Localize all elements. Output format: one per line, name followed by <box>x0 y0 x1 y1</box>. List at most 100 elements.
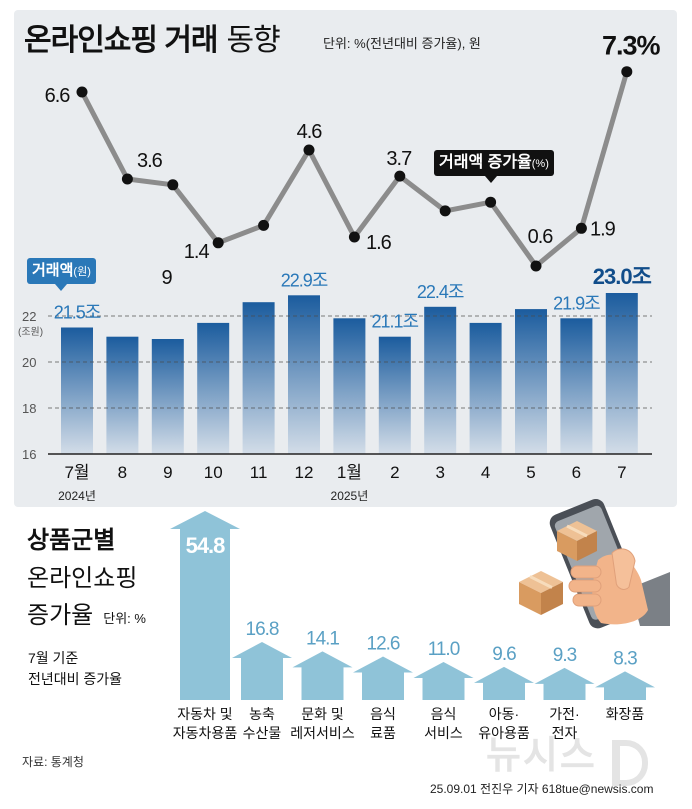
category-value-label: 12.6 <box>367 634 400 655</box>
category-arrow-bar <box>413 662 474 700</box>
amount-bar <box>560 318 593 454</box>
amount-data-label: 22.9조 <box>281 270 328 290</box>
hand-finger <box>572 593 602 607</box>
growth-line-series: 6.6 3.6 1.4 4.6 1.6 3.7 0.6 1.9 7.3% 9 <box>45 31 662 289</box>
growth-data-label: 1.9 <box>590 218 616 240</box>
amount-bar <box>242 302 275 454</box>
growth-point <box>212 237 224 249</box>
amount-legend-label: 거래액 <box>32 262 74 279</box>
amount-bar <box>106 336 139 454</box>
growth-point <box>258 219 270 231</box>
category-title-line3-text: 증가율 <box>27 602 94 629</box>
growth-point <box>530 260 542 272</box>
floating-box-icon <box>519 571 563 615</box>
category-label: 레저서비스 <box>290 725 355 741</box>
hand-finger <box>570 565 602 579</box>
category-value-label: 54.8 <box>186 533 226 558</box>
category-arrow-bar <box>474 666 534 700</box>
amount-bar <box>151 339 184 454</box>
watermark-d-shape <box>612 740 648 786</box>
x-tick-label: 9 <box>163 463 172 482</box>
category-value-label: 11.0 <box>428 639 460 660</box>
category-title-line2: 온라인쇼핑 <box>27 565 138 592</box>
growth-data-label: 3.6 <box>137 150 163 172</box>
year-label: 2024년 <box>58 489 96 503</box>
page-title: 온라인쇼핑 거래 동향 <box>24 23 281 59</box>
category-label: 자동차용품 <box>173 725 238 741</box>
category-arrow-bar <box>170 510 240 700</box>
amount-bar <box>378 336 411 454</box>
amount-legend-unit: (원) <box>73 266 91 278</box>
category-value-label: 9.3 <box>553 645 577 666</box>
growth-legend: 거래액 증가율(%) <box>434 150 554 183</box>
category-label: 가전· <box>549 706 579 722</box>
amount-grid: 16 18 20 22 (조원) <box>18 309 652 462</box>
growth-extra-label: 9 <box>161 267 172 289</box>
category-title-line1: 상품군별 <box>27 527 116 554</box>
box-on-phone-icon <box>557 521 597 561</box>
category-label: 료품 <box>370 725 396 741</box>
growth-legend-unit: (%) <box>531 158 549 170</box>
category-value-label: 8.3 <box>613 648 637 669</box>
category-label: 수산물 <box>243 725 282 741</box>
hand-palm <box>592 554 648 625</box>
growth-point <box>575 222 587 234</box>
x-axis-labels: 7월 8 9 10 11 12 1월 2 3 4 5 6 7 2024년 2025년 <box>58 463 626 503</box>
growth-data-label: 0.6 <box>528 226 554 248</box>
amount-bar <box>288 295 320 454</box>
hand-finger <box>568 579 602 593</box>
amount-bar <box>197 322 230 454</box>
amount-data-label: 21.5조 <box>54 303 101 323</box>
x-tick-label: 6 <box>572 463 581 482</box>
category-note-line2: 전년대비 증가율 <box>28 671 123 687</box>
amount-data-label: 23.0조 <box>593 264 652 289</box>
y-tick-label: 20 <box>22 355 36 370</box>
credit-line: 25.09.01 전진우 기자 618tue@newsis.com <box>430 782 654 796</box>
category-arrow-bar <box>292 651 353 700</box>
amount-bar <box>605 293 638 454</box>
box-tape <box>566 524 588 538</box>
page-title-bold: 온라인쇼핑 거래 <box>24 24 219 57</box>
growth-point <box>621 66 633 78</box>
amount-bar <box>469 322 502 454</box>
amount-labels: 21.5조 22.9조 21.1조 22.4조 21.9조 23.0조 <box>54 264 653 332</box>
category-label: 음식 <box>370 706 396 722</box>
category-title-line3: 증가율 단위: % <box>27 601 146 634</box>
growth-point <box>76 86 88 98</box>
amount-data-label: 22.4조 <box>417 282 464 302</box>
x-tick-label: 7월 <box>64 463 89 482</box>
source-note: 자료: 통계청 <box>22 755 84 769</box>
x-tick-label: 8 <box>118 463 127 482</box>
x-tick-label: 3 <box>435 463 444 482</box>
y-axis-unit: (조원) <box>18 326 43 338</box>
category-arrow-bar <box>534 667 595 700</box>
box-tape <box>529 575 553 589</box>
category-arrow-bar <box>595 671 655 700</box>
y-tick-label: 16 <box>22 447 36 462</box>
category-label: 전자 <box>552 725 578 741</box>
growth-point <box>167 179 179 191</box>
amount-data-label: 21.1조 <box>372 312 419 332</box>
growth-data-label: 7.3% <box>602 31 661 61</box>
y-tick-label: 22 <box>22 309 36 324</box>
growth-data-label: 4.6 <box>297 121 323 143</box>
x-tick-label: 4 <box>481 463 490 482</box>
category-value-label: 16.8 <box>246 619 279 640</box>
amount-bar <box>61 327 93 454</box>
x-tick-label: 2 <box>390 463 399 482</box>
hand-thumb <box>611 548 636 590</box>
category-unit: 단위: % <box>103 611 146 626</box>
page-unit-note: 단위: %(전년대비 증가율), 원 <box>323 36 481 51</box>
category-label: 음식 <box>431 706 457 722</box>
page-title-light: 동향 <box>226 24 281 57</box>
growth-data-label: 6.6 <box>45 85 71 107</box>
amount-bar <box>333 318 366 454</box>
growth-point <box>348 231 360 243</box>
growth-data-label: 3.7 <box>386 148 412 170</box>
category-label: 유아용품 <box>478 725 530 741</box>
category-label: 아동· <box>489 706 519 722</box>
growth-point <box>121 173 133 185</box>
